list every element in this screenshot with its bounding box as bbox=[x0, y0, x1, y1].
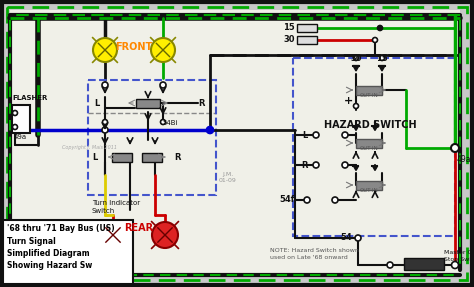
Text: L: L bbox=[94, 98, 100, 108]
Text: 49a: 49a bbox=[457, 155, 472, 164]
Text: HAZARD SWITCH: HAZARD SWITCH bbox=[324, 120, 416, 130]
Circle shape bbox=[354, 104, 358, 108]
Text: 15: 15 bbox=[376, 54, 388, 63]
Text: 54: 54 bbox=[340, 234, 352, 243]
Circle shape bbox=[377, 26, 383, 30]
Text: +: + bbox=[345, 96, 354, 106]
Circle shape bbox=[207, 127, 213, 133]
Text: 49a: 49a bbox=[14, 134, 27, 140]
Text: '68 thru '71 Bay Bus (US)
Turn Signal
Simplified Diagram
Showing Hazard Sw: '68 thru '71 Bay Bus (US) Turn Signal Si… bbox=[7, 224, 115, 271]
Polygon shape bbox=[373, 126, 377, 131]
Circle shape bbox=[380, 55, 384, 61]
Polygon shape bbox=[354, 166, 358, 170]
Text: OUT-IN: OUT-IN bbox=[360, 93, 378, 98]
Text: 30: 30 bbox=[283, 36, 295, 44]
Bar bbox=[356, 181, 382, 189]
Text: 15: 15 bbox=[283, 24, 295, 32]
Circle shape bbox=[12, 125, 18, 129]
Circle shape bbox=[102, 127, 108, 133]
Circle shape bbox=[152, 222, 178, 248]
Text: 30: 30 bbox=[350, 54, 362, 63]
Bar bbox=[356, 86, 382, 94]
Circle shape bbox=[387, 262, 393, 268]
Polygon shape bbox=[354, 126, 358, 131]
Circle shape bbox=[355, 235, 361, 241]
Circle shape bbox=[313, 162, 319, 168]
Bar bbox=[12, 105, 30, 133]
Bar bbox=[3, 220, 133, 284]
Bar bbox=[404, 258, 444, 270]
Text: FRONT: FRONT bbox=[115, 42, 153, 52]
Circle shape bbox=[102, 82, 108, 88]
Text: L: L bbox=[302, 131, 308, 139]
Text: OUT-IN: OUT-IN bbox=[360, 188, 378, 193]
Text: Copyright J. Mais 2011: Copyright J. Mais 2011 bbox=[63, 146, 118, 150]
Circle shape bbox=[93, 38, 117, 62]
Circle shape bbox=[451, 144, 459, 152]
Circle shape bbox=[12, 110, 18, 115]
Text: L: L bbox=[92, 152, 98, 162]
Bar bbox=[293, 58, 455, 236]
Bar bbox=[356, 139, 382, 148]
Text: J.M.
01-09: J.M. 01-09 bbox=[219, 172, 237, 183]
Text: REAR: REAR bbox=[125, 223, 154, 233]
Circle shape bbox=[100, 222, 126, 248]
Bar bbox=[88, 80, 216, 195]
Polygon shape bbox=[379, 66, 385, 71]
Text: OUT-IN: OUT-IN bbox=[360, 146, 378, 151]
Circle shape bbox=[151, 38, 175, 62]
Circle shape bbox=[373, 38, 377, 42]
Circle shape bbox=[160, 82, 166, 88]
Bar bbox=[297, 24, 317, 32]
Text: FLASHER: FLASHER bbox=[12, 95, 47, 101]
Circle shape bbox=[313, 132, 319, 138]
Text: NOTE: Hazard Switch shown
used on Late '68 onward: NOTE: Hazard Switch shown used on Late '… bbox=[270, 248, 359, 260]
Text: Master Cylinder
Stop Switch: Master Cylinder Stop Switch bbox=[444, 250, 474, 261]
Polygon shape bbox=[353, 66, 359, 71]
Text: R: R bbox=[175, 152, 181, 162]
Bar bbox=[297, 36, 317, 44]
Circle shape bbox=[354, 55, 358, 61]
Circle shape bbox=[342, 162, 348, 168]
Circle shape bbox=[342, 132, 348, 138]
Text: 54f: 54f bbox=[280, 195, 295, 205]
Text: R: R bbox=[302, 160, 308, 170]
Text: Turn Indicator
Switch: Turn Indicator Switch bbox=[92, 200, 140, 214]
Polygon shape bbox=[373, 166, 377, 170]
Bar bbox=[136, 98, 160, 108]
Circle shape bbox=[102, 119, 108, 125]
Circle shape bbox=[161, 119, 165, 125]
Text: 54Bi: 54Bi bbox=[162, 120, 177, 126]
Bar bbox=[142, 152, 162, 162]
Circle shape bbox=[207, 127, 213, 133]
Circle shape bbox=[304, 197, 310, 203]
Bar bbox=[112, 152, 132, 162]
Text: R: R bbox=[199, 98, 205, 108]
Circle shape bbox=[452, 261, 458, 269]
Circle shape bbox=[332, 197, 338, 203]
